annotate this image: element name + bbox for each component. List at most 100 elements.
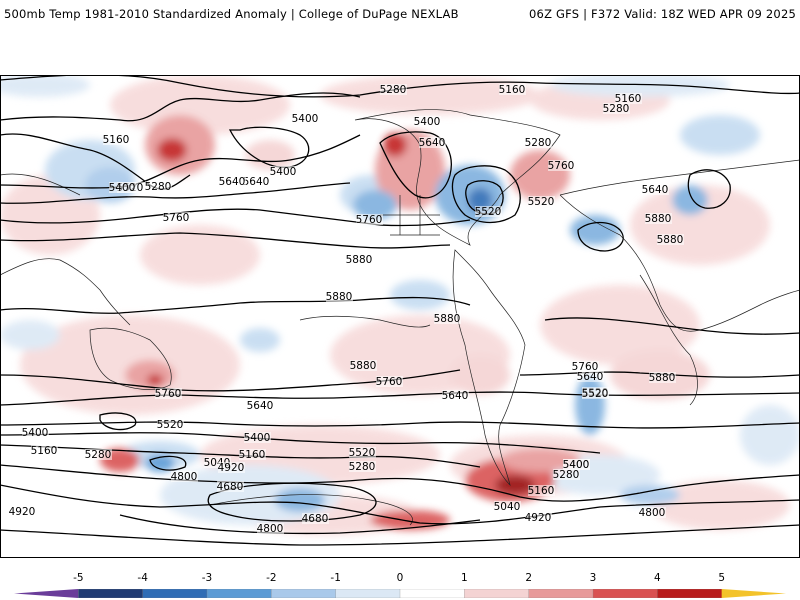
- contour-label: 4920: [9, 506, 36, 518]
- colorbar: -5 -4 -3 -2 -1 0 1 2 3 4 5: [0, 572, 800, 600]
- colorbar-tick-label: 0: [396, 572, 404, 584]
- contour-label: 4680: [302, 513, 329, 525]
- contour-label-bg: [356, 214, 383, 225]
- contour-label-bg: [649, 372, 676, 383]
- contour-label: 5400: [563, 459, 590, 471]
- contour-label: 4800: [639, 507, 666, 519]
- anomaly-map: 5280 5160 5160 5280 5400 5400 5160 5640 5280 5760…: [0, 75, 800, 558]
- contour-label-bg: [563, 459, 590, 470]
- contour-label-bg: [326, 291, 353, 302]
- colorbar-segment: [335, 589, 401, 598]
- contour-label: 5280: [349, 461, 376, 473]
- contour-label-bg: [434, 313, 461, 324]
- colorbar-segment: [142, 589, 208, 598]
- colorbar-segment: [78, 589, 144, 598]
- contour-label: 5640: [419, 137, 446, 149]
- contour-label-bg: [204, 457, 231, 468]
- colorbar-tick-label: 4: [653, 572, 661, 584]
- contour-label-bg: [349, 461, 376, 472]
- colorbar-segment: [657, 589, 723, 598]
- colorbar-extend-low: [14, 589, 79, 598]
- contour-label-bg: [582, 388, 609, 399]
- contour-label: 5880: [649, 372, 676, 384]
- colorbar-segment: [592, 589, 658, 598]
- contour-label: 5760: [376, 376, 403, 388]
- contour-label-bg: [499, 84, 526, 95]
- contour-label-bg: [145, 181, 172, 192]
- contour-label-bg: [603, 103, 630, 114]
- map-title: 500mb Temp 1981-2010 Standardized Anomal…: [4, 7, 459, 21]
- contour-label-bg: [171, 471, 198, 482]
- contour-label-bg: [85, 449, 112, 460]
- contour-label: 5640: [642, 184, 669, 196]
- contour-label: 5280: [553, 469, 580, 481]
- contour-label: 5280: [380, 84, 407, 96]
- contour-label-bg: [553, 469, 580, 480]
- contour-label: 5400: [244, 432, 271, 444]
- contour-label: 5880: [326, 291, 353, 303]
- contour-label-bg: [217, 481, 244, 492]
- colorbar-segment: [271, 589, 337, 598]
- contour-label-bg: [292, 113, 319, 124]
- contour-label-bg: [157, 419, 184, 430]
- contour-label-bg: [639, 507, 666, 518]
- colorbar-segment: [399, 589, 465, 598]
- colorbar-tick-label: 5: [718, 572, 725, 584]
- colorbar-extend-high: [721, 589, 786, 598]
- contour-label-bg: [615, 93, 642, 104]
- contour-label: 4680: [217, 481, 244, 493]
- contour-label: 4920: [218, 462, 245, 474]
- contour-label: 5760: [572, 361, 599, 373]
- header: 500mb Temp 1981-2010 Standardized Anomal…: [0, 0, 800, 30]
- contour-label: 5760: [163, 212, 190, 224]
- contour-label-bg: [270, 166, 297, 177]
- contour-label: 5520: [157, 419, 184, 431]
- contour-label-bg: [376, 376, 403, 387]
- colorbar-tick-label: -3: [201, 572, 213, 584]
- contour-label-bg: [645, 213, 672, 224]
- contour-label: 5880: [350, 360, 377, 372]
- contour-label: 5520: [475, 206, 502, 218]
- contour-label: 5400: [22, 427, 49, 439]
- contour-label: 5520: [349, 447, 376, 459]
- contour-label: 5160: [31, 445, 58, 457]
- contour-label: 5160: [103, 134, 130, 146]
- colorbar-tick-label: 2: [525, 572, 532, 584]
- contour-label: 5880: [657, 234, 684, 246]
- contour-label: 5880: [645, 213, 672, 225]
- model-valid-time: 06Z GFS | F372 Valid: 18Z WED APR 09 202…: [529, 7, 796, 21]
- contour-label-bg: [31, 445, 58, 456]
- contour-label-bg: [346, 254, 373, 265]
- contour-label: 4800: [257, 523, 284, 535]
- contour-label-bg: [525, 512, 552, 523]
- contour-label: 5400: [414, 116, 441, 128]
- colorbar-tick-label: -2: [266, 572, 277, 584]
- colorbar-tick-label: -1: [330, 572, 341, 584]
- contour-label: 4800: [171, 471, 198, 483]
- contour-label-bg: [494, 501, 521, 512]
- contour-label-bg: [22, 427, 49, 438]
- contour-label-bg: [103, 134, 130, 145]
- colorbar-segment: [206, 589, 272, 598]
- contour-label: 5760: [356, 214, 383, 226]
- contour-label: 5760: [155, 388, 182, 400]
- colorbar-segment: [528, 589, 594, 598]
- contour-label-bg: [349, 447, 376, 458]
- contour-label: 4920: [525, 512, 552, 524]
- contour-label: 5160: [239, 449, 266, 461]
- contour-label: 5640: [243, 176, 270, 188]
- contour-label: 5520: [582, 388, 609, 400]
- contour-label: 5280: [525, 137, 552, 149]
- contour-label: 5640: [247, 400, 274, 412]
- contour-label-bg: [414, 116, 441, 127]
- contour-label-bg: [442, 390, 469, 401]
- contour-label: 5640: [442, 390, 469, 402]
- contour-label-bg: [657, 234, 684, 245]
- contour-label-bg: [244, 432, 271, 443]
- contour-label-bg: [302, 513, 329, 524]
- contour-label-bg: [642, 184, 669, 195]
- colorbar-segment: [464, 589, 530, 598]
- contour-label: 5160: [615, 93, 642, 105]
- contour-label-bg: [239, 449, 266, 460]
